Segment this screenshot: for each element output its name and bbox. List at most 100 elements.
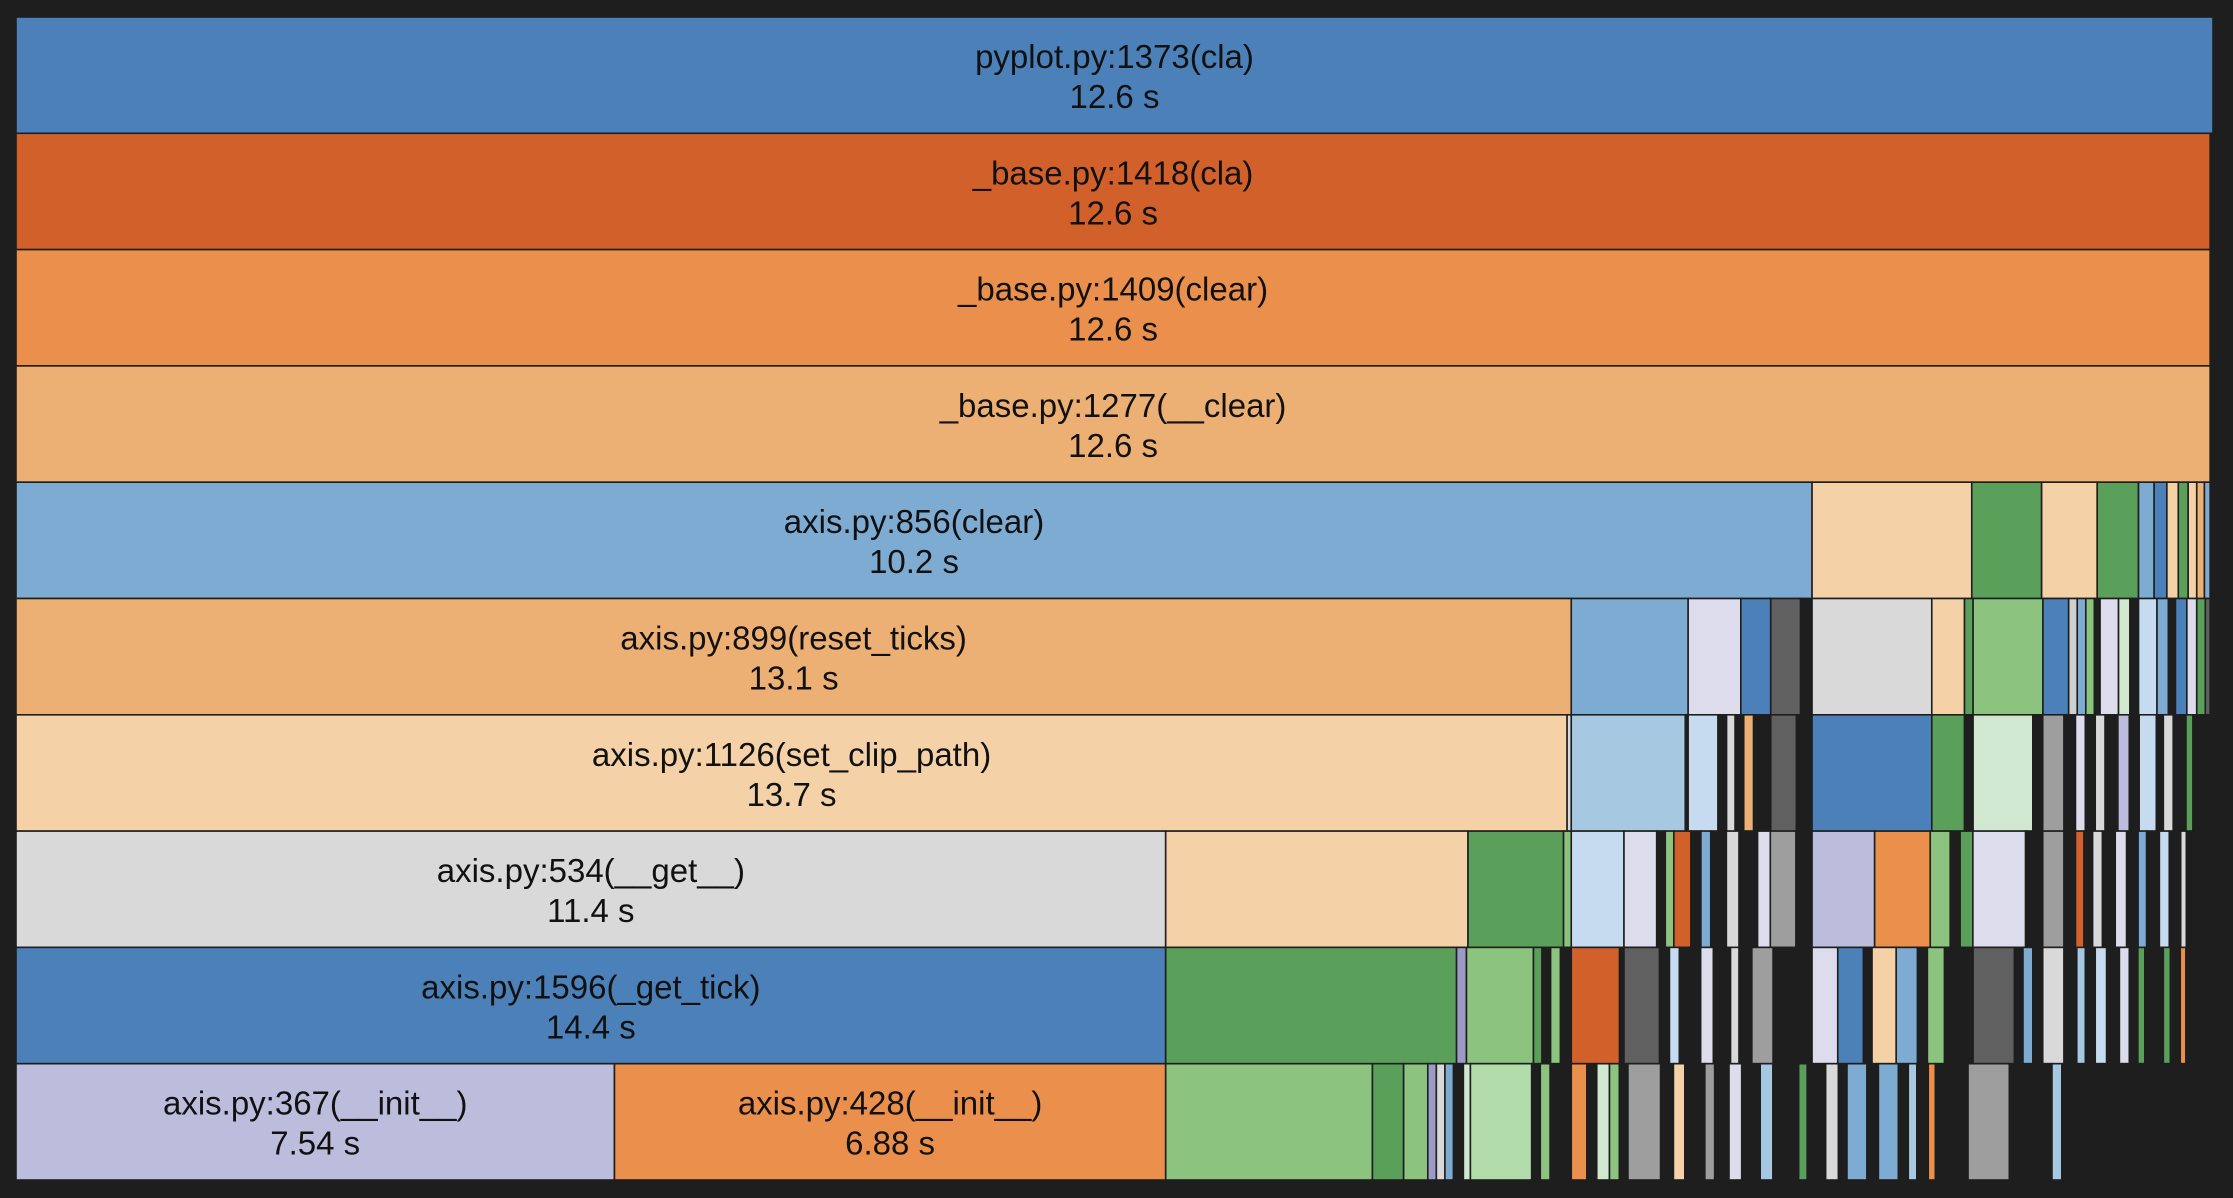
flame-block-6-9[interactable] [1752, 713, 1772, 832]
flame-block-9-11[interactable] [1530, 1062, 1542, 1181]
flame-block-6-29[interactable] [2185, 713, 2194, 832]
flame-block-9-31[interactable] [1824, 1062, 1840, 1181]
flame-block-6-6[interactable] [1725, 713, 1736, 832]
flame-block-4-7[interactable] [2166, 481, 2180, 600]
flame-block-5-24[interactable] [2204, 597, 2211, 716]
flame-block-6-20[interactable] [2084, 713, 2097, 832]
flame-block-7-19[interactable] [1929, 830, 1952, 949]
flame-block-7-9[interactable] [1690, 830, 1702, 949]
flame-block-9-18[interactable] [1618, 1062, 1629, 1181]
flame-block-9-22[interactable] [1684, 1062, 1706, 1181]
flame-block-8-4[interactable] [1532, 946, 1543, 1065]
flame-block-8-24[interactable] [1895, 946, 1919, 1065]
flame-block-5-18[interactable] [2137, 597, 2158, 716]
flame-block-9-30[interactable] [1806, 1062, 1827, 1181]
flame-block-7-0[interactable] [15, 830, 1167, 949]
flame-block-9-19[interactable] [1627, 1062, 1662, 1181]
flame-block-8-15[interactable] [1712, 946, 1732, 1065]
flame-block-5-23[interactable] [2195, 597, 2207, 716]
flame-block-8-38[interactable] [2118, 946, 2131, 1065]
flame-block-4-3[interactable] [2040, 481, 2099, 600]
flame-block-6-15[interactable] [1972, 713, 2034, 832]
flame-block-8-3[interactable] [1465, 946, 1535, 1065]
flame-block-9-35[interactable] [1877, 1062, 1900, 1181]
flame-block-4-0[interactable] [15, 481, 1813, 600]
flame-block-6-2[interactable] [1570, 713, 1687, 832]
flame-block-6-25[interactable] [2138, 713, 2158, 832]
flame-block-9-21[interactable] [1672, 1062, 1686, 1181]
flame-block-5-13[interactable] [2084, 597, 2096, 716]
flame-block-6-21[interactable] [2094, 713, 2106, 832]
flame-block-5-6[interactable] [1811, 597, 1933, 716]
flame-block-7-4[interactable] [1570, 830, 1625, 949]
flame-block-8-29[interactable] [2013, 946, 2024, 1065]
flame-block-7-13[interactable] [1738, 830, 1759, 949]
flame-block-7-31[interactable] [2125, 830, 2139, 949]
flame-block-7-8[interactable] [1673, 830, 1692, 949]
flame-block-8-19[interactable] [1772, 946, 1813, 1065]
flame-block-8-2[interactable] [1455, 946, 1468, 1065]
flame-block-9-0[interactable] [15, 1062, 616, 1181]
flame-block-8-25[interactable] [1916, 946, 1929, 1065]
flame-block-6-12[interactable] [1811, 713, 1933, 832]
flame-block-9-13[interactable] [1549, 1062, 1573, 1181]
flame-block-9-9[interactable] [1462, 1062, 1472, 1181]
flame-block-9-3[interactable] [1371, 1062, 1405, 1181]
flame-block-6-27[interactable] [2162, 713, 2175, 832]
flame-block-6-19[interactable] [2074, 713, 2087, 832]
flame-block-7-7[interactable] [1664, 830, 1675, 949]
flame-block-8-42[interactable] [2162, 946, 2172, 1065]
flame-block-7-36[interactable] [2179, 830, 2188, 949]
flame-block-9-5[interactable] [1426, 1062, 1438, 1181]
flame-block-8-45[interactable] [2185, 946, 2211, 1065]
flame-block-7-28[interactable] [2091, 830, 2104, 949]
flame-block-9-42[interactable] [2008, 1062, 2053, 1181]
flame-block-9-14[interactable] [1570, 1062, 1588, 1181]
flame-block-8-11[interactable] [1658, 946, 1671, 1065]
flame-block-9-15[interactable] [1586, 1062, 1598, 1181]
flame-block-6-17[interactable] [2041, 713, 2065, 832]
flame-block-8-23[interactable] [1871, 946, 1898, 1065]
flame-block-4-5[interactable] [2137, 481, 2155, 600]
flame-block-8-41[interactable] [2144, 946, 2165, 1065]
flame-block-7-24[interactable] [2041, 830, 2065, 949]
flame-block-6-11[interactable] [1795, 713, 1813, 832]
flame-block-8-16[interactable] [1729, 946, 1740, 1065]
flame-block-9-38[interactable] [1916, 1062, 1930, 1181]
flame-block-6-4[interactable] [1687, 713, 1719, 832]
flame-block-1-0[interactable] [15, 132, 2211, 251]
flame-block-2-0[interactable] [15, 248, 2211, 367]
flame-block-8-5[interactable] [1541, 946, 1552, 1065]
flame-block-4-11[interactable] [2203, 481, 2211, 600]
flame-block-8-1[interactable] [1164, 946, 1458, 1065]
flame-block-8-43[interactable] [2169, 946, 2182, 1065]
flame-block-8-14[interactable] [1699, 946, 1715, 1065]
flame-block-7-22[interactable] [1972, 830, 2027, 949]
flame-block-5-2[interactable] [1687, 597, 1742, 716]
flame-block-9-12[interactable] [1539, 1062, 1551, 1181]
flame-block-5-12[interactable] [2076, 597, 2087, 716]
flame-block-7-35[interactable] [2168, 830, 2182, 949]
flame-block-9-36[interactable] [1897, 1062, 1910, 1181]
flame-block-7-11[interactable] [1709, 830, 1728, 949]
flame-block-4-6[interactable] [2153, 481, 2168, 600]
flame-block-8-32[interactable] [2041, 946, 2065, 1065]
flame-block-7-14[interactable] [1756, 830, 1772, 949]
flame-block-8-26[interactable] [1926, 946, 1946, 1065]
flame-block-5-5[interactable] [1799, 597, 1813, 716]
flame-block-6-7[interactable] [1734, 713, 1745, 832]
flame-block-6-14[interactable] [1963, 713, 1974, 832]
flame-block-8-37[interactable] [2105, 946, 2121, 1065]
flame-block-6-26[interactable] [2155, 713, 2165, 832]
flame-block-7-30[interactable] [2114, 830, 2128, 949]
flame-block-8-22[interactable] [1862, 946, 1873, 1065]
flame-block-4-4[interactable] [2096, 481, 2140, 600]
flame-block-8-28[interactable] [1972, 946, 2016, 1065]
flame-block-5-20[interactable] [2167, 597, 2177, 716]
flame-block-5-19[interactable] [2156, 597, 2170, 716]
flame-block-9-6[interactable] [1435, 1062, 1446, 1181]
flame-block-7-1[interactable] [1164, 830, 1469, 949]
flame-block-7-26[interactable] [2074, 830, 2085, 949]
flame-block-9-28[interactable] [1772, 1062, 1800, 1181]
flame-block-9-17[interactable] [1608, 1062, 1621, 1181]
